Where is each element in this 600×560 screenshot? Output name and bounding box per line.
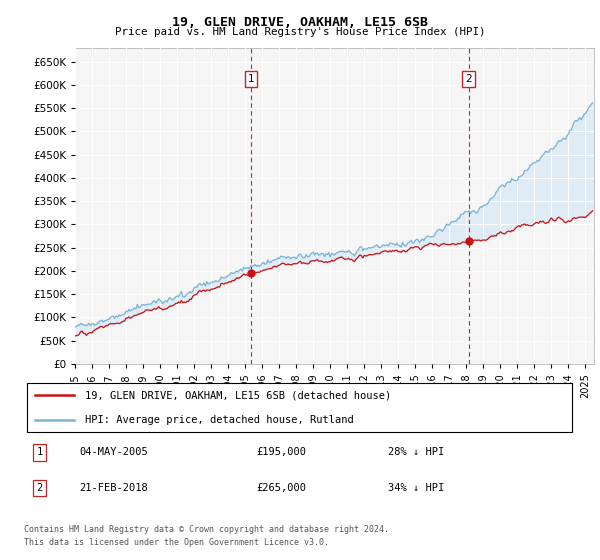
Text: £195,000: £195,000 — [256, 447, 306, 458]
Text: 2: 2 — [37, 483, 43, 493]
Text: £265,000: £265,000 — [256, 483, 306, 493]
Text: 2: 2 — [465, 74, 472, 84]
Text: 04-MAY-2005: 04-MAY-2005 — [79, 447, 148, 458]
Text: 1: 1 — [248, 74, 254, 84]
Text: 21-FEB-2018: 21-FEB-2018 — [79, 483, 148, 493]
Text: Contains HM Land Registry data © Crown copyright and database right 2024.: Contains HM Land Registry data © Crown c… — [24, 525, 389, 534]
Text: 19, GLEN DRIVE, OAKHAM, LE15 6SB (detached house): 19, GLEN DRIVE, OAKHAM, LE15 6SB (detach… — [85, 390, 391, 400]
Text: 34% ↓ HPI: 34% ↓ HPI — [388, 483, 445, 493]
FancyBboxPatch shape — [27, 383, 572, 432]
Text: 19, GLEN DRIVE, OAKHAM, LE15 6SB: 19, GLEN DRIVE, OAKHAM, LE15 6SB — [172, 16, 428, 29]
Text: 1: 1 — [37, 447, 43, 458]
Text: HPI: Average price, detached house, Rutland: HPI: Average price, detached house, Rutl… — [85, 414, 353, 424]
Text: 28% ↓ HPI: 28% ↓ HPI — [388, 447, 445, 458]
Text: Price paid vs. HM Land Registry's House Price Index (HPI): Price paid vs. HM Land Registry's House … — [115, 27, 485, 37]
Text: This data is licensed under the Open Government Licence v3.0.: This data is licensed under the Open Gov… — [24, 538, 329, 547]
